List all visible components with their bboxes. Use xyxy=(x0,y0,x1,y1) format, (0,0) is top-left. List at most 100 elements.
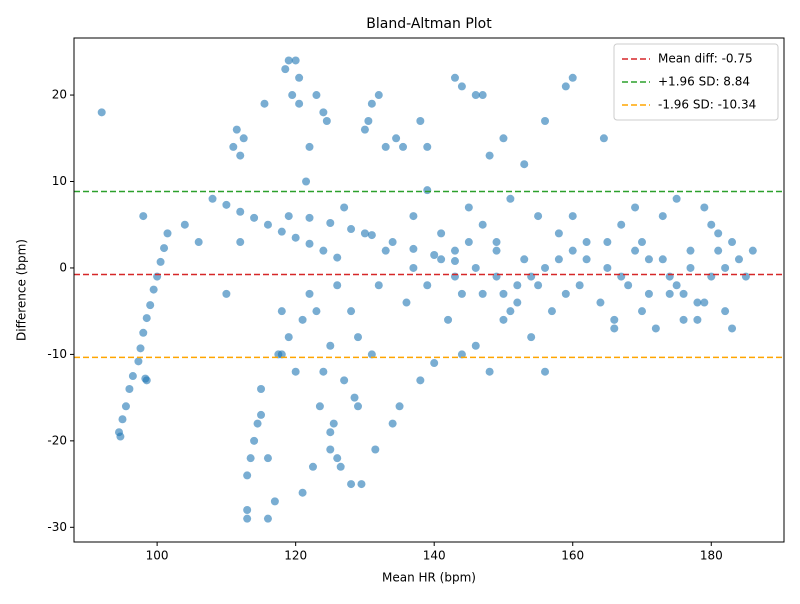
legend-box xyxy=(613,43,779,121)
point xyxy=(142,376,151,385)
point xyxy=(416,116,425,125)
point xyxy=(347,225,356,234)
point xyxy=(208,194,217,203)
point xyxy=(707,220,716,229)
point xyxy=(582,255,591,264)
point xyxy=(222,289,231,298)
point xyxy=(624,281,633,290)
point xyxy=(506,307,515,316)
y-tick-label: 20 xyxy=(52,88,67,102)
point xyxy=(302,177,311,186)
point xyxy=(638,238,646,247)
point xyxy=(721,307,730,316)
point xyxy=(499,289,508,298)
point xyxy=(180,220,189,229)
point xyxy=(686,246,695,255)
point xyxy=(631,203,640,212)
point xyxy=(243,506,252,515)
point xyxy=(288,91,297,100)
point xyxy=(347,480,356,489)
point xyxy=(450,246,459,255)
point xyxy=(658,212,667,221)
point xyxy=(277,227,286,236)
point xyxy=(284,56,293,65)
x-tick-label: 180 xyxy=(700,549,723,563)
point xyxy=(734,255,743,264)
point xyxy=(354,402,362,411)
point xyxy=(541,116,550,125)
point xyxy=(430,359,439,368)
point xyxy=(354,333,362,342)
point xyxy=(333,253,342,262)
point xyxy=(464,203,473,212)
point xyxy=(714,229,723,238)
point xyxy=(679,289,688,298)
point xyxy=(430,250,439,259)
point xyxy=(547,307,556,316)
point xyxy=(295,73,304,82)
point xyxy=(409,263,418,272)
point xyxy=(319,108,328,117)
point xyxy=(305,239,314,248)
point xyxy=(142,314,151,323)
point xyxy=(464,238,473,247)
point xyxy=(239,134,248,143)
point xyxy=(437,255,446,264)
point xyxy=(554,255,563,264)
point xyxy=(527,333,536,342)
point xyxy=(139,328,148,337)
point xyxy=(672,194,681,203)
point xyxy=(499,134,508,143)
point xyxy=(603,263,612,272)
x-tick-label: 160 xyxy=(561,549,584,563)
point xyxy=(305,142,314,151)
point xyxy=(236,238,245,247)
point xyxy=(700,203,709,212)
point xyxy=(693,315,702,324)
point xyxy=(520,160,529,169)
point xyxy=(308,462,317,471)
point xyxy=(457,82,466,91)
point xyxy=(319,367,328,376)
y-tick-label: 0 xyxy=(59,260,67,274)
point xyxy=(329,419,338,428)
point xyxy=(146,301,155,310)
point xyxy=(399,142,408,151)
point xyxy=(156,257,165,266)
point xyxy=(139,212,148,221)
point xyxy=(149,285,158,294)
point xyxy=(561,82,570,91)
point xyxy=(371,445,380,454)
point xyxy=(478,220,487,229)
point xyxy=(450,257,459,266)
point xyxy=(409,244,418,253)
point xyxy=(457,350,466,359)
point xyxy=(263,220,272,229)
point xyxy=(568,73,577,82)
point xyxy=(319,246,328,255)
point xyxy=(513,281,522,290)
point xyxy=(395,402,404,411)
point xyxy=(582,238,591,247)
y-tick-label: -10 xyxy=(47,347,67,361)
point xyxy=(437,229,446,238)
point xyxy=(333,454,342,463)
point xyxy=(499,315,508,324)
point xyxy=(672,281,681,290)
point xyxy=(295,99,304,108)
point xyxy=(568,246,577,255)
point xyxy=(568,212,577,221)
point xyxy=(599,134,608,143)
point xyxy=(347,307,356,316)
point xyxy=(374,91,383,100)
point xyxy=(485,367,494,376)
point xyxy=(644,255,653,264)
point xyxy=(250,436,259,445)
point xyxy=(534,281,543,290)
point xyxy=(665,289,674,298)
point xyxy=(728,238,737,247)
point xyxy=(118,415,127,424)
point xyxy=(631,246,640,255)
point xyxy=(554,229,563,238)
point xyxy=(364,116,373,125)
